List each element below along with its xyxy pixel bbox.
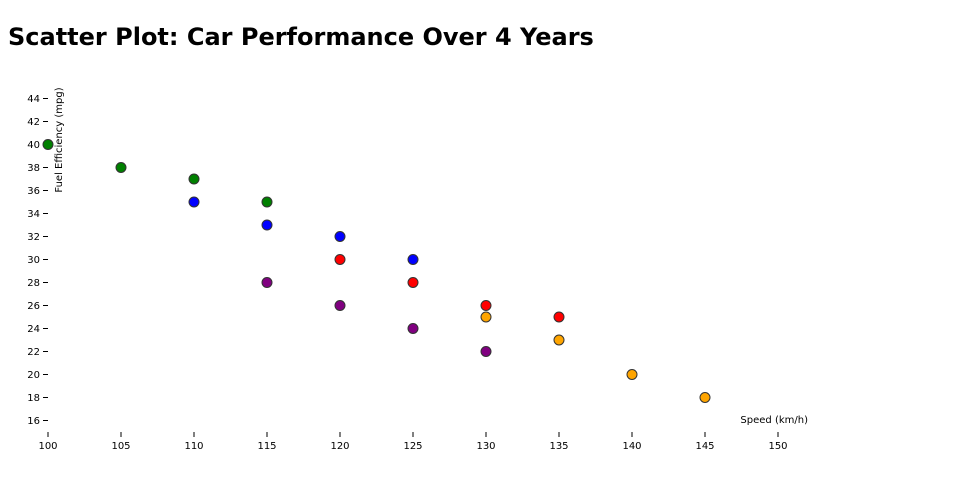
data-point [334,231,346,242]
x-tick-label: 130 [476,441,495,452]
data-point [480,346,492,357]
y-tick-label: 22 [27,347,40,358]
data-point [553,311,565,323]
data-points [42,139,711,403]
y-tick-label: 30 [27,255,40,266]
data-point [480,300,492,311]
data-point [334,300,346,311]
y-tick-label: 40 [27,140,40,151]
x-axis-label: Speed (km/h) [740,415,808,426]
data-point [334,254,346,265]
x-tick-label: 150 [768,441,787,452]
x-tick-label: 110 [184,441,203,452]
y-tick-label: 42 [27,117,40,128]
y-tick-label: 36 [27,186,40,197]
data-point [261,196,273,208]
y-tick-label: 26 [27,301,40,312]
y-tick-label: 44 [27,94,40,105]
data-point [407,277,419,288]
chart-title: Scatter Plot: Car Performance Over 4 Yea… [8,23,594,51]
y-tick-label: 28 [27,278,40,289]
x-tick-label: 105 [111,441,130,452]
data-point [553,334,565,346]
data-point [115,162,127,173]
y-tick-label: 32 [27,232,40,243]
x-tick-label: 135 [549,441,568,452]
data-point [188,173,200,185]
data-point [626,369,638,380]
x-tick-label: 120 [330,441,349,452]
x-tick-label: 140 [622,441,641,452]
y-tick-label: 34 [27,209,40,220]
data-point [261,277,273,288]
x-tick-label: 125 [403,441,422,452]
y-tick-label: 38 [27,163,40,174]
data-point [699,392,711,403]
x-tick-label: 100 [38,441,57,452]
y-tick-label: 20 [27,370,40,381]
x-tick-label: 115 [257,441,276,452]
data-point [480,311,492,323]
data-point [407,323,419,334]
x-tick-label: 145 [695,441,714,452]
y-tick-label: 24 [27,324,40,335]
data-point [407,254,419,265]
y-tick-label: 16 [27,416,40,427]
data-point [42,139,54,150]
data-point [188,196,200,208]
x-axis: 100 105 110 115 120 125 130 135 140 145 150 [38,432,788,452]
y-axis-label: Fuel Efficiency (mpg) [54,87,65,192]
y-tick-label: 18 [27,393,40,404]
data-point [261,219,273,231]
y-axis: 16 18 20 22 24 26 28 30 32 34 36 38 40 42 44 [27,94,48,427]
